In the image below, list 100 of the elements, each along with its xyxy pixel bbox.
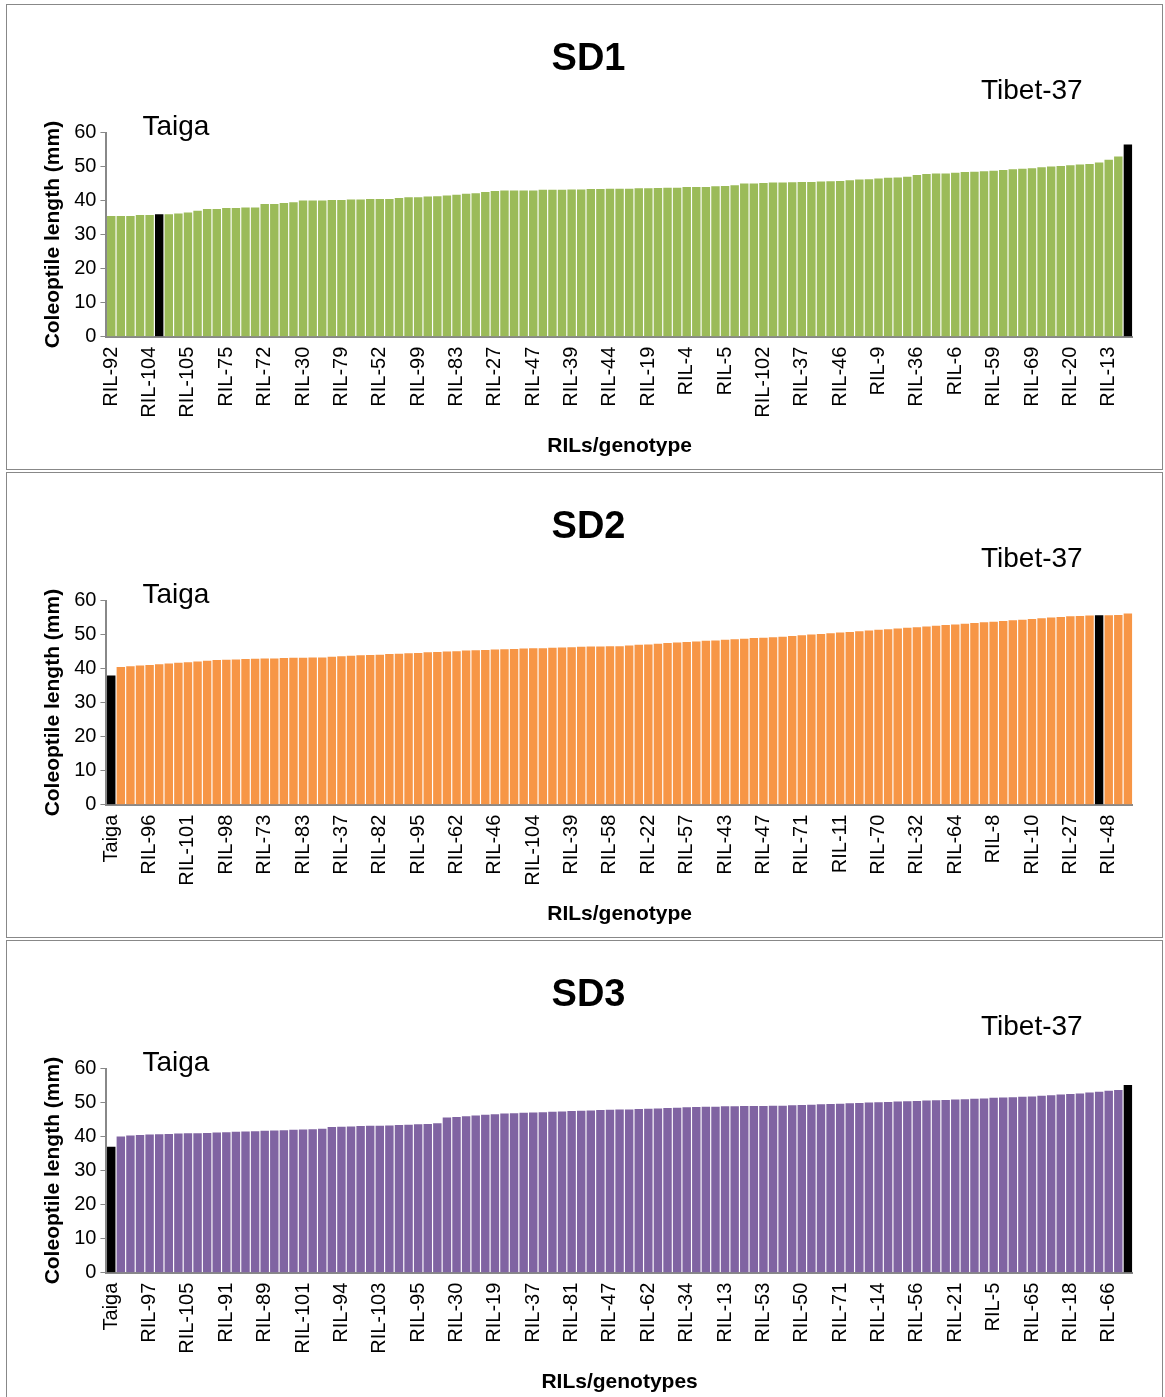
x-tick-label: RIL-44	[597, 346, 620, 407]
x-tick-label: RIL-72	[252, 346, 275, 407]
x-tick-label: RIL-98	[213, 814, 236, 875]
x-tick-label: RIL-34	[674, 1282, 697, 1343]
y-tick-label: 20	[74, 1192, 97, 1215]
x-tick-label: Taiga	[98, 1281, 121, 1331]
x-tick-label: RIL-37	[789, 346, 812, 407]
text: Tibet-37	[981, 73, 1083, 105]
y-tick-label: 30	[74, 222, 97, 245]
x-tick-label: RIL-10	[1019, 814, 1042, 875]
x-tick-label: RIL-37	[520, 1282, 543, 1343]
y-tick-label: 20	[74, 256, 97, 279]
x-tick-label: RIL-9	[866, 346, 889, 396]
x-tick-label: RIL-19	[482, 1282, 505, 1343]
x-tick-label: RIL-92	[98, 346, 121, 407]
y-tick-label: 20	[74, 724, 97, 747]
x-tick-label: RIL-71	[827, 1282, 850, 1343]
x-tick-label: RIL-97	[137, 1282, 160, 1343]
x-tick-label: RIL-101	[290, 1282, 313, 1354]
y-tick-label: 40	[74, 656, 97, 679]
x-tick-label: RIL-65	[1019, 1282, 1042, 1343]
x-tick-label: RIL-89	[252, 1282, 275, 1343]
x-tick-label: RIL-36	[904, 346, 927, 407]
annotation: Taiga	[142, 1045, 210, 1077]
y-axis-title: Coleoptile length (mm)	[40, 120, 64, 349]
y-tick-label: 60	[74, 1056, 97, 1079]
x-tick-label: RIL-30	[444, 1282, 467, 1343]
x-tick-label: RIL-47	[750, 814, 773, 875]
x-tick-label: RIL-62	[635, 1282, 658, 1343]
annotation: Taiga	[142, 109, 210, 141]
x-tick-label: RIL-48	[1096, 814, 1119, 875]
x-tick-label: RIL-58	[597, 814, 620, 875]
x-tick-label: RIL-47	[597, 1282, 620, 1343]
y-axis-title: Coleoptile length (mm)	[40, 588, 64, 817]
x-tick-label: RIL-95	[405, 814, 428, 875]
y-tick-label: 60	[74, 588, 97, 611]
bar	[107, 215, 116, 337]
x-tick-label: RIL-32	[904, 814, 927, 875]
x-tick-label: RIL-105	[175, 1282, 198, 1354]
x-tick-label: RIL-105	[175, 346, 198, 418]
y-tick-label: 40	[74, 188, 97, 211]
x-tick-label: RIL-70	[866, 814, 889, 875]
x-tick-label: RIL-11	[827, 814, 850, 874]
x-tick-label: RIL-21	[942, 1282, 965, 1343]
x-tick-label: RIL-14	[866, 1282, 889, 1343]
chart-title: SD1	[551, 36, 626, 79]
x-tick-label: RIL-104	[520, 814, 543, 886]
x-tick-label: RIL-8	[981, 814, 1004, 864]
x-tick-label: RIL-47	[520, 346, 543, 407]
text: Tibet-37	[981, 1009, 1083, 1041]
x-tick-label: RIL-46	[482, 814, 505, 875]
x-tick-label: RIL-22	[635, 814, 658, 875]
x-tick-label: RIL-103	[367, 1282, 390, 1354]
x-tick-label: RIL-20	[1057, 346, 1080, 407]
x-tick-label: RIL-66	[1096, 1282, 1119, 1343]
y-tick-label: 0	[85, 792, 97, 815]
x-tick-label: RIL-39	[559, 814, 582, 875]
text: Tibet-37	[981, 541, 1083, 573]
y-tick-label: 10	[74, 290, 97, 313]
x-tick-label: RIL-81	[559, 1282, 582, 1343]
annotation: Taiga	[142, 577, 210, 609]
y-tick-label: 50	[74, 154, 97, 177]
x-axis-title: RILs/genotype	[547, 901, 692, 925]
x-tick-label: RIL-5	[712, 346, 735, 396]
x-tick-label: RIL-19	[635, 346, 658, 407]
x-tick-label: RIL-69	[1019, 346, 1042, 407]
x-axis-title: RILs/genotype	[547, 433, 692, 457]
x-tick-label: RIL-30	[290, 346, 313, 407]
x-tick-label: RIL-71	[789, 814, 812, 875]
x-tick-label: RIL-37	[328, 814, 351, 875]
x-tick-label: RIL-27	[482, 346, 505, 407]
x-tick-label: RIL-56	[904, 1282, 927, 1343]
x-tick-label: RIL-13	[1096, 346, 1119, 407]
x-tick-label: RIL-79	[328, 346, 351, 407]
x-tick-label: RIL-27	[1057, 814, 1080, 875]
bar	[107, 675, 116, 805]
y-tick-label: 10	[74, 758, 97, 781]
y-tick-label: 0	[85, 324, 97, 347]
x-tick-label: RIL-43	[712, 814, 735, 875]
y-tick-label: 60	[74, 120, 97, 143]
x-tick-label: RIL-96	[137, 814, 160, 875]
x-tick-label: RIL-75	[213, 346, 236, 407]
x-tick-label: RIL-102	[750, 346, 773, 418]
x-tick-label: RIL-95	[405, 1282, 428, 1343]
x-tick-label: RIL-62	[444, 814, 467, 875]
x-tick-label: RIL-52	[367, 346, 390, 407]
x-tick-label: RIL-94	[328, 1282, 351, 1343]
x-tick-label: RIL-91	[213, 1282, 236, 1343]
y-tick-label: 40	[74, 1124, 97, 1147]
x-tick-label: RIL-18	[1057, 1282, 1080, 1343]
x-tick-label: RIL-5	[981, 1282, 1004, 1332]
chart-title: SD2	[551, 504, 626, 547]
x-tick-label: RIL-13	[712, 1282, 735, 1343]
y-axis-title: Coleoptile length (mm)	[40, 1056, 64, 1285]
x-tick-label: RIL-64	[942, 814, 965, 875]
chart-title: SD3	[551, 972, 626, 1015]
x-tick-label: RIL-101	[175, 814, 198, 886]
x-tick-label: RIL-53	[750, 1282, 773, 1343]
x-tick-label: RIL-46	[827, 346, 850, 407]
x-tick-label: RIL-104	[137, 346, 160, 418]
